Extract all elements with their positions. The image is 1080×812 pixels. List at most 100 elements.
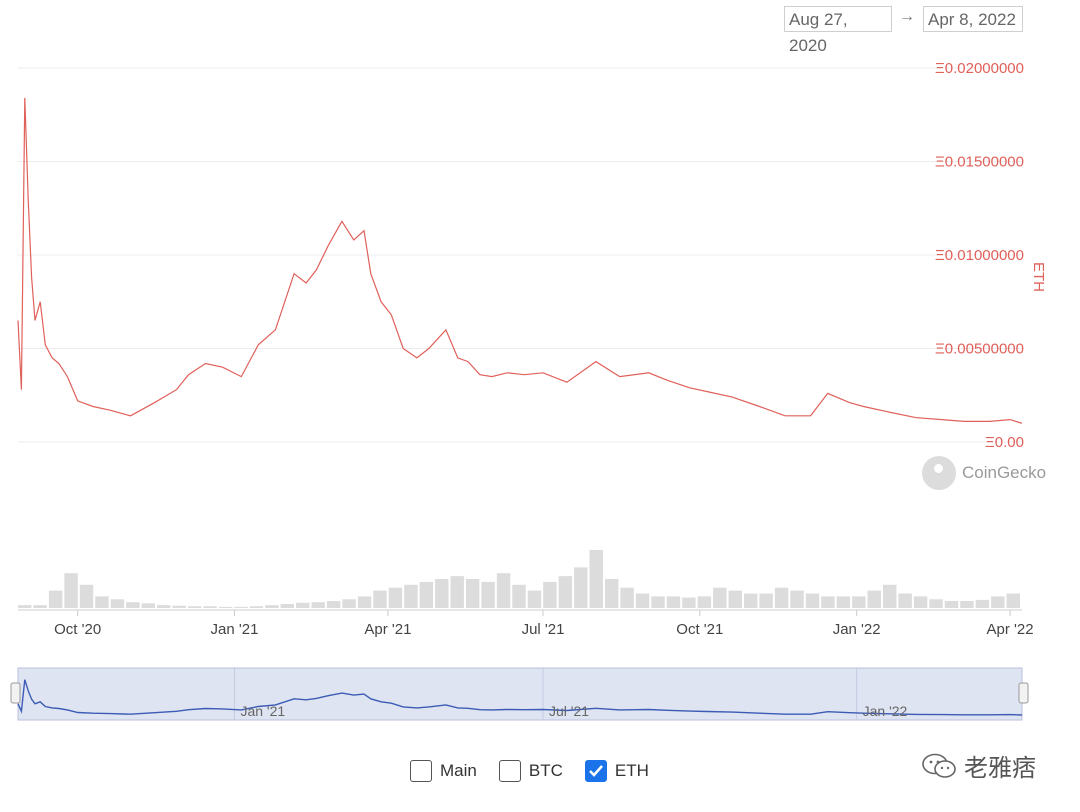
volume-bar — [913, 596, 928, 608]
checkbox-btc[interactable] — [498, 760, 521, 782]
volume-bar — [311, 602, 325, 608]
volume-bar — [326, 601, 341, 608]
volume-bar — [1006, 593, 1020, 608]
volume-bar — [296, 602, 310, 608]
volume-bar — [249, 606, 264, 608]
legend: Main BTC ETH — [410, 760, 649, 782]
y-axis-ticks: Ξ0.00 Ξ0.00500000 Ξ0.01000000 Ξ0.01500000 Ξ0… — [935, 60, 1024, 451]
volume-bar — [697, 596, 712, 608]
x-axis-ticks: Oct '20 Jan '21 Apr '21 Jul '21 Oct '21 Jan '… — [54, 610, 1034, 638]
volume-bar — [234, 606, 248, 608]
x-tick-label: Jan '22 — [833, 621, 881, 638]
volume-bar — [450, 576, 464, 608]
checkbox-main[interactable] — [410, 760, 432, 782]
volume-bar — [187, 606, 202, 608]
gecko-icon — [922, 456, 956, 490]
watermark-text: 老雅痞 — [964, 755, 1036, 782]
volume-bar — [265, 605, 279, 608]
volume-bars — [18, 550, 1020, 608]
volume-bar — [126, 602, 140, 608]
volume-bar — [435, 579, 449, 608]
volume-bar — [821, 596, 835, 608]
volume-bar — [141, 603, 156, 608]
checkbox-eth[interactable] — [584, 760, 607, 782]
navigator[interactable]: Jan '21 Jul '21 Jan '22 — [10, 667, 1029, 721]
wechat-icon — [922, 753, 956, 778]
navigator-left-handle[interactable] — [10, 682, 21, 704]
x-tick-label: Oct '20 — [54, 621, 101, 638]
navigator-window[interactable] — [17, 667, 1023, 721]
volume-bar — [728, 590, 742, 608]
range-arrow-icon: → — [899, 8, 915, 25]
price-chart: Ξ0.00 Ξ0.00500000 Ξ0.01000000 Ξ0.01500000 Ξ0… — [10, 60, 1047, 721]
volume-bar — [79, 584, 94, 608]
wechat-watermark: 老雅痞 — [922, 748, 1036, 783]
coingecko-logo: CoinGecko — [922, 456, 1046, 490]
x-tick-label: Apr '21 — [364, 621, 411, 638]
volume-bar — [620, 587, 634, 608]
volume-bar — [790, 590, 804, 608]
volume-bar — [805, 593, 820, 608]
range-start-input[interactable]: Aug 27, 2020 — [784, 6, 892, 55]
volume-bar — [95, 596, 109, 608]
volume-bar — [342, 599, 356, 608]
volume-bar — [33, 605, 47, 608]
volume-bar — [512, 584, 526, 608]
y-tick-label: Ξ0.00500000 — [935, 341, 1024, 358]
volume-bar — [944, 601, 959, 608]
volume-bar — [743, 593, 758, 608]
y-tick-label: Ξ0.00 — [985, 434, 1024, 451]
grid-lines — [18, 67, 1022, 443]
x-tick-label: Apr '22 — [987, 621, 1034, 638]
volume-bar — [64, 573, 78, 608]
volume-bar — [465, 579, 480, 608]
range-end-input[interactable]: Apr 8, 2022 — [923, 6, 1023, 32]
navigator-right-handle[interactable] — [1018, 682, 1029, 704]
volume-bar — [388, 587, 403, 608]
volume-bar — [666, 596, 681, 608]
navigator-label: Jan '22 — [863, 703, 908, 719]
volume-bar — [635, 593, 650, 608]
volume-bar — [558, 576, 573, 608]
volume-bar — [960, 601, 974, 608]
volume-bar — [481, 581, 495, 608]
volume-bar — [172, 605, 186, 608]
volume-bar — [373, 590, 387, 608]
legend-item-btc[interactable]: BTC — [498, 760, 563, 782]
navigator-series-line — [17, 679, 1023, 716]
navigator-label: Jul '21 — [549, 703, 589, 719]
volume-bar — [404, 584, 418, 608]
volume-bar — [110, 599, 125, 608]
legend-item-eth[interactable]: ETH — [584, 760, 649, 782]
volume-bar — [589, 550, 603, 608]
volume-bar — [651, 596, 665, 608]
volume-bar — [682, 597, 696, 608]
logo-text: CoinGecko — [962, 463, 1047, 482]
y-tick-label: Ξ0.01500000 — [935, 154, 1024, 171]
x-tick-label: Oct '21 — [676, 621, 723, 638]
volume-bar — [203, 606, 217, 608]
volume-bar — [867, 590, 881, 608]
volume-bar — [929, 599, 943, 608]
volume-bar — [975, 599, 990, 608]
volume-bar — [218, 606, 233, 608]
legend-label-eth: ETH — [614, 761, 649, 780]
legend-item-main[interactable]: Main — [410, 760, 477, 782]
volume-bar — [713, 587, 727, 608]
x-tick-label: Jan '21 — [211, 621, 259, 638]
volume-bar — [898, 593, 912, 608]
volume-bar — [527, 590, 542, 608]
volume-bar — [157, 605, 171, 608]
y-tick-label: Ξ0.01000000 — [935, 247, 1024, 264]
x-tick-label: Jul '21 — [522, 621, 565, 638]
price-series-line — [17, 97, 1023, 424]
navigator-label: Jan '21 — [240, 703, 285, 719]
volume-bar — [574, 567, 588, 608]
volume-bar — [882, 584, 897, 608]
legend-label-main: Main — [440, 761, 477, 780]
volume-bar — [991, 596, 1005, 608]
legend-label-btc: BTC — [528, 761, 563, 780]
volume-bar — [836, 596, 851, 608]
volume-bar — [543, 581, 557, 608]
volume-bar — [280, 603, 295, 608]
